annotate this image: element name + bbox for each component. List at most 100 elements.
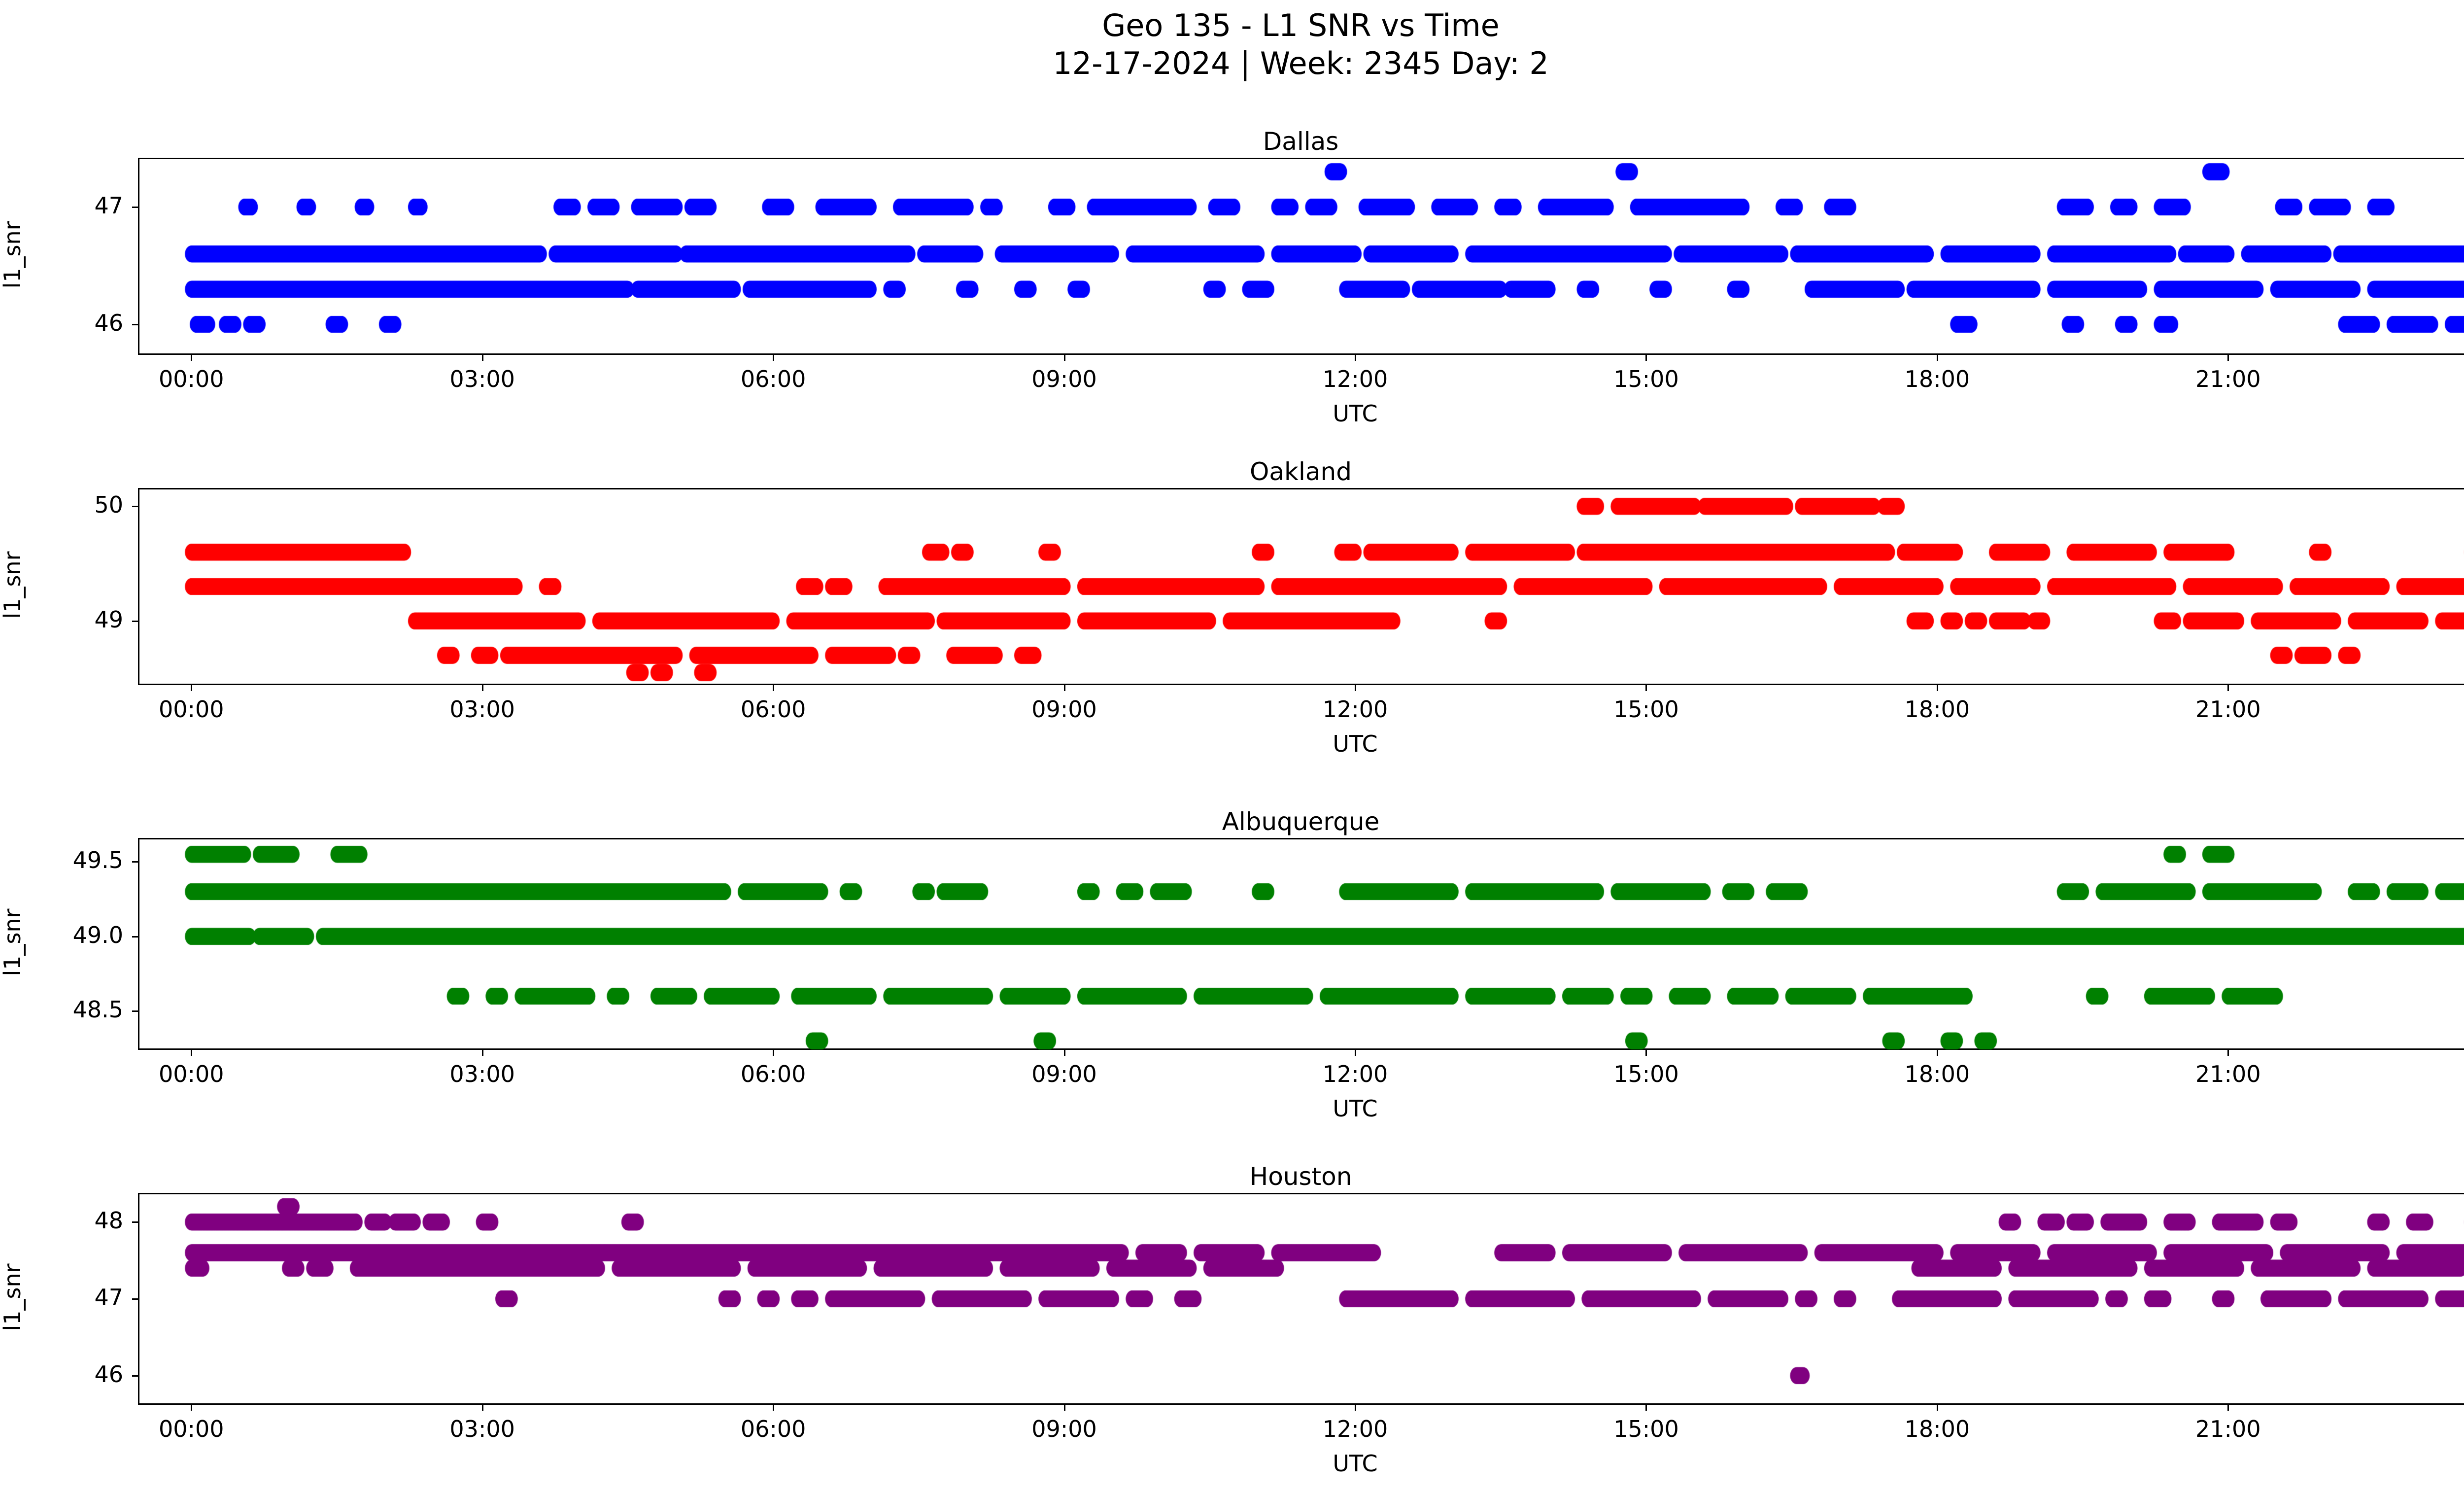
- x-tick-mark: [1645, 1050, 1647, 1056]
- scatter-plot-area: [138, 488, 2464, 685]
- y-tick-mark: [132, 1221, 138, 1223]
- y-tick-label: 48: [94, 1207, 123, 1234]
- x-tick-label: 03:00: [449, 1061, 515, 1087]
- x-tick-mark: [1936, 1050, 1938, 1056]
- y-tick-label: 47: [94, 1284, 123, 1311]
- y-axis-label: l1_snr: [0, 551, 26, 619]
- y-tick-mark: [132, 620, 138, 622]
- x-tick-label: 00:00: [158, 696, 224, 723]
- x-tick-label: 06:00: [740, 1416, 806, 1442]
- y-tick-mark: [132, 861, 138, 863]
- subplot-title: Houston: [1249, 1162, 1352, 1191]
- x-tick-mark: [773, 1405, 775, 1411]
- x-tick-mark: [481, 355, 483, 361]
- x-tick-mark: [1936, 1405, 1938, 1411]
- x-tick-mark: [1645, 1405, 1647, 1411]
- x-tick-mark: [191, 1405, 193, 1411]
- y-tick-label: 49: [94, 606, 123, 633]
- x-tick-label: 00:00: [158, 1061, 224, 1087]
- x-tick-mark: [2227, 1050, 2229, 1056]
- subplot-title: Dallas: [1263, 127, 1339, 156]
- x-tick-label: 00:00: [2445, 1061, 2464, 1087]
- y-tick-mark: [132, 324, 138, 326]
- scatter-plot-area: [138, 1193, 2464, 1405]
- x-tick-mark: [773, 355, 775, 361]
- x-tick-mark: [773, 1050, 775, 1056]
- y-tick-mark: [132, 936, 138, 938]
- x-tick-label: 15:00: [1613, 1061, 1679, 1087]
- x-tick-label: 03:00: [449, 1416, 515, 1442]
- figure-title: Geo 135 - L1 SNR vs Time 12-17-2024 | Wee…: [0, 7, 2464, 83]
- y-tick-label: 46: [94, 310, 123, 337]
- x-tick-label: 18:00: [1904, 696, 1970, 723]
- x-tick-label: 09:00: [1031, 366, 1097, 392]
- x-tick-label: 09:00: [1031, 1061, 1097, 1087]
- subplot-title: Albuquerque: [1222, 807, 1380, 836]
- x-tick-label: 21:00: [2195, 1061, 2261, 1087]
- x-tick-mark: [1645, 685, 1647, 691]
- x-tick-mark: [191, 685, 193, 691]
- x-tick-label: 00:00: [2445, 366, 2464, 392]
- x-tick-mark: [2227, 685, 2229, 691]
- x-tick-mark: [1355, 355, 1356, 361]
- x-tick-mark: [1645, 355, 1647, 361]
- x-tick-label: 21:00: [2195, 696, 2261, 723]
- y-tick-label: 49.5: [72, 847, 123, 874]
- x-tick-mark: [1355, 1050, 1356, 1056]
- figure-title-line2: 12-17-2024 | Week: 2345 Day: 2: [1053, 45, 1549, 81]
- figure-title-line1: Geo 135 - L1 SNR vs Time: [1102, 7, 1500, 43]
- y-tick-mark: [132, 506, 138, 508]
- x-tick-mark: [1063, 355, 1065, 361]
- y-tick-label: 50: [94, 491, 123, 519]
- x-tick-mark: [1063, 1405, 1065, 1411]
- x-axis-label: UTC: [1333, 400, 1378, 427]
- x-tick-mark: [1355, 685, 1356, 691]
- x-tick-mark: [773, 685, 775, 691]
- y-tick-mark: [132, 1010, 138, 1012]
- x-tick-label: 21:00: [2195, 1416, 2261, 1442]
- x-axis-label: UTC: [1333, 1450, 1378, 1477]
- subplot-title: Oakland: [1250, 457, 1352, 486]
- y-tick-label: 49.0: [72, 921, 123, 948]
- x-tick-label: 06:00: [740, 1061, 806, 1087]
- x-tick-label: 18:00: [1904, 1416, 1970, 1442]
- y-axis-label: l1_snr: [0, 1263, 26, 1331]
- x-tick-label: 03:00: [449, 696, 515, 723]
- x-tick-mark: [481, 1050, 483, 1056]
- x-tick-label: 06:00: [740, 696, 806, 723]
- x-tick-label: 03:00: [449, 366, 515, 392]
- x-tick-mark: [1355, 1405, 1356, 1411]
- y-axis-label: l1_snr: [0, 221, 26, 289]
- y-tick-label: 47: [94, 192, 123, 219]
- x-tick-label: 06:00: [740, 366, 806, 392]
- x-tick-label: 00:00: [158, 1416, 224, 1442]
- scatter-plot-area: [138, 158, 2464, 355]
- x-tick-mark: [1063, 685, 1065, 691]
- x-tick-label: 12:00: [1322, 366, 1388, 392]
- x-tick-mark: [1936, 355, 1938, 361]
- x-tick-mark: [481, 685, 483, 691]
- x-tick-mark: [2227, 355, 2229, 361]
- x-tick-label: 12:00: [1322, 1416, 1388, 1442]
- y-tick-label: 46: [94, 1360, 123, 1388]
- y-tick-label: 48.5: [72, 996, 123, 1023]
- y-tick-mark: [132, 1298, 138, 1300]
- x-tick-label: 12:00: [1322, 696, 1388, 723]
- x-tick-label: 09:00: [1031, 1416, 1097, 1442]
- x-tick-label: 00:00: [2445, 696, 2464, 723]
- x-tick-label: 15:00: [1613, 1416, 1679, 1442]
- x-tick-label: 00:00: [158, 366, 224, 392]
- x-tick-mark: [2227, 1405, 2229, 1411]
- y-axis-label: l1_snr: [0, 908, 26, 976]
- x-tick-mark: [1936, 685, 1938, 691]
- x-tick-mark: [1063, 1050, 1065, 1056]
- x-axis-label: UTC: [1333, 730, 1378, 757]
- x-tick-label: 18:00: [1904, 366, 1970, 392]
- y-tick-mark: [132, 1375, 138, 1377]
- x-tick-label: 00:00: [2445, 1416, 2464, 1442]
- x-tick-label: 21:00: [2195, 366, 2261, 392]
- x-tick-label: 12:00: [1322, 1061, 1388, 1087]
- x-axis-label: UTC: [1333, 1095, 1378, 1122]
- x-tick-label: 15:00: [1613, 366, 1679, 392]
